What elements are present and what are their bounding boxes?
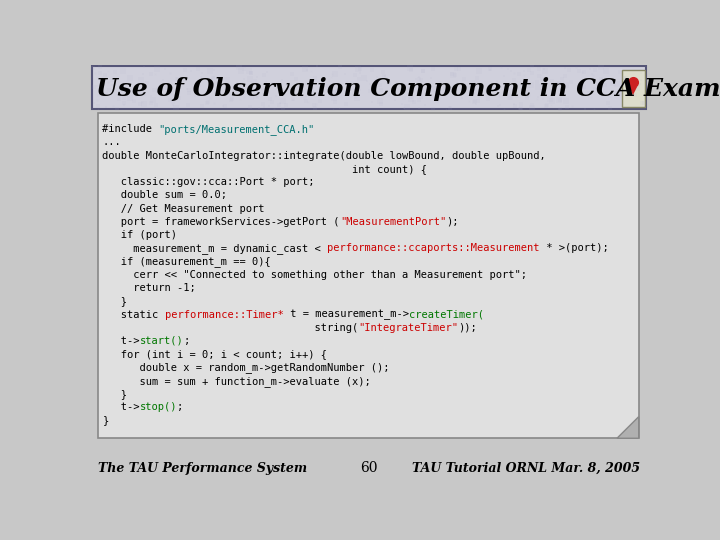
Text: "IntegrateTimer": "IntegrateTimer" [359, 323, 459, 333]
Text: performance::ccaports::Measurement: performance::ccaports::Measurement [328, 244, 540, 253]
Text: stop(): stop() [140, 402, 177, 412]
FancyBboxPatch shape [98, 113, 639, 438]
Text: ;: ; [184, 336, 190, 346]
Text: "ports/Measurement_CCA.h": "ports/Measurement_CCA.h" [158, 124, 315, 135]
Polygon shape [617, 417, 639, 438]
Text: // Get Measurement port: // Get Measurement port [102, 204, 265, 213]
Text: ;: ; [177, 402, 184, 412]
Text: Use of Observation Component in CCA Example: Use of Observation Component in CCA Exam… [96, 77, 720, 100]
Text: return -1;: return -1; [102, 283, 196, 293]
Text: port = frameworkServices->getPort (: port = frameworkServices->getPort ( [102, 217, 340, 227]
Text: for (int i = 0; i < count; i++) {: for (int i = 0; i < count; i++) { [102, 349, 328, 359]
Text: 60: 60 [360, 461, 378, 475]
Text: "MeasurementPort": "MeasurementPort" [340, 217, 446, 227]
FancyBboxPatch shape [91, 66, 647, 110]
Text: sum = sum + function_m->evaluate (x);: sum = sum + function_m->evaluate (x); [102, 376, 371, 387]
Text: if (measurement_m == 0){: if (measurement_m == 0){ [102, 256, 271, 267]
Text: t = measurement_m->: t = measurement_m-> [284, 309, 409, 320]
Text: #include: #include [102, 124, 158, 134]
Text: }: } [102, 389, 127, 399]
Text: The TAU Performance System: The TAU Performance System [98, 462, 307, 475]
Text: if (port): if (port) [102, 230, 177, 240]
Text: int count) {: int count) { [102, 164, 428, 174]
Text: double x = random_m->getRandomNumber ();: double x = random_m->getRandomNumber (); [102, 362, 390, 373]
Text: }: } [102, 296, 127, 306]
Text: }: } [102, 415, 109, 426]
Text: t->: t-> [102, 402, 140, 412]
Text: static: static [102, 309, 165, 320]
Text: * >(port);: * >(port); [540, 244, 608, 253]
Text: );: ); [446, 217, 459, 227]
Text: ...: ... [102, 137, 121, 147]
Text: start(): start() [140, 336, 184, 346]
Text: measurement_m = dynamic_cast <: measurement_m = dynamic_cast < [102, 244, 328, 254]
Text: string(: string( [102, 323, 359, 333]
Text: ));: )); [459, 323, 477, 333]
FancyBboxPatch shape [621, 70, 645, 107]
Text: classic::gov::cca::Port * port;: classic::gov::cca::Port * port; [102, 177, 315, 187]
Text: double sum = 0.0;: double sum = 0.0; [102, 190, 228, 200]
Text: TAU Tutorial ORNL Mar. 8, 2005: TAU Tutorial ORNL Mar. 8, 2005 [412, 462, 640, 475]
Text: performance::Timer*: performance::Timer* [165, 309, 284, 320]
Text: cerr << "Connected to something other than a Measurement port";: cerr << "Connected to something other th… [102, 270, 527, 280]
Text: t->: t-> [102, 336, 140, 346]
Text: createTimer(: createTimer( [409, 309, 484, 320]
Text: double MonteCarloIntegrator::integrate(double lowBound, double upBound,: double MonteCarloIntegrator::integrate(d… [102, 151, 546, 160]
